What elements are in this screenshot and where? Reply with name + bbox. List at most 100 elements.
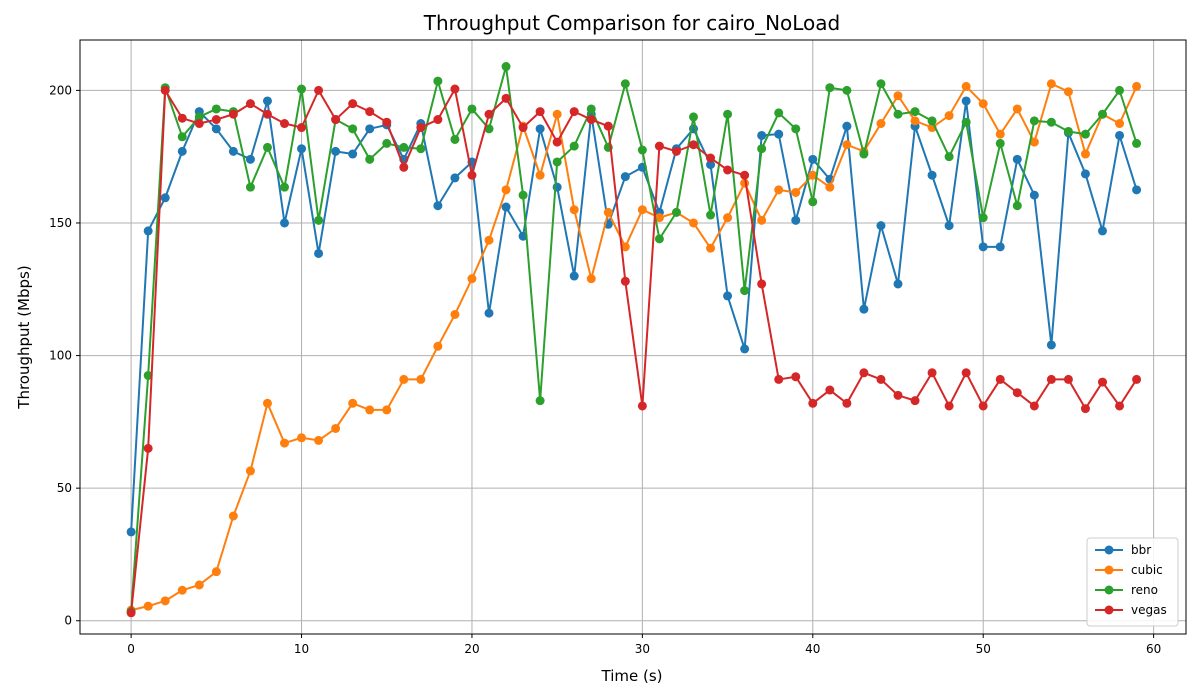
legend-item-bbr: bbr: [1095, 543, 1151, 557]
cubic-point: [910, 116, 920, 126]
cubic-point: [211, 567, 221, 577]
reno-point: [876, 79, 886, 89]
bbr-point: [961, 96, 971, 106]
series-layer: [126, 62, 1142, 618]
vegas-point: [791, 372, 801, 382]
x-tick-label: 40: [805, 642, 820, 656]
vegas-point: [961, 368, 971, 378]
legend-label: cubic: [1131, 563, 1163, 577]
bbr-point: [126, 527, 136, 537]
bbr-point: [774, 129, 784, 139]
vegas-point: [211, 115, 221, 125]
reno-point: [245, 182, 255, 192]
vegas-point: [654, 141, 664, 151]
bbr-point: [1029, 190, 1039, 200]
x-tick-label: 50: [976, 642, 991, 656]
vegas-point: [842, 398, 852, 408]
reno-point: [211, 104, 221, 114]
reno-point: [791, 124, 801, 134]
y-tick-label: 200: [49, 83, 72, 97]
reno-point: [586, 104, 596, 114]
cubic-point: [893, 91, 903, 101]
bbr-line: [130, 99, 1138, 532]
reno-point: [774, 108, 784, 118]
vegas-point: [740, 170, 750, 180]
reno-point: [893, 109, 903, 119]
x-tick-label: 30: [635, 642, 650, 656]
reno-point: [399, 142, 409, 152]
reno-point: [1098, 109, 1107, 119]
bbr-point: [859, 304, 869, 314]
bbr-point: [297, 144, 307, 154]
bbr-point: [791, 215, 801, 225]
reno-point: [978, 213, 988, 223]
vegas-point: [723, 165, 733, 175]
cubic-point: [944, 111, 954, 121]
y-tick-label: 0: [64, 614, 72, 628]
vegas-point: [228, 109, 238, 119]
cubic-point: [382, 405, 392, 415]
vegas-point: [433, 115, 443, 125]
cubic-point: [1080, 149, 1090, 159]
cubic-point: [501, 185, 511, 195]
vegas-point: [160, 85, 170, 95]
plot-area: [79, 39, 1187, 635]
cubic-point: [603, 207, 613, 217]
reno-point: [552, 157, 562, 167]
vegas-point: [910, 396, 920, 406]
cubic-point: [552, 109, 562, 119]
reno-point: [518, 190, 528, 200]
cubic-point: [1046, 79, 1056, 89]
reno-point: [1029, 116, 1039, 126]
bbr-point: [740, 344, 750, 354]
cubic-point: [723, 213, 733, 223]
cubic-point: [262, 398, 272, 408]
vegas-point: [1046, 374, 1056, 384]
bbr-point: [1012, 154, 1022, 164]
reno-point: [927, 116, 937, 126]
cubic-point: [876, 119, 886, 129]
legend: bbr cubic reno vegas: [1086, 537, 1179, 627]
x-tick-label: 0: [127, 642, 135, 656]
reno-point: [637, 145, 647, 155]
cubic-point: [1012, 104, 1022, 114]
x-tick-label: 60: [1146, 642, 1161, 656]
series-vegas: [126, 84, 1142, 618]
bbr-point: [552, 182, 562, 192]
reno-point: [1046, 117, 1056, 127]
vegas-point: [348, 99, 358, 109]
cubic-point: [399, 374, 409, 384]
reno-point: [467, 104, 477, 114]
vegas-point: [978, 401, 988, 411]
vegas-point: [297, 123, 307, 133]
reno-point: [143, 370, 153, 380]
cubic-point: [978, 99, 988, 109]
reno-point: [501, 62, 511, 72]
vegas-point: [450, 84, 460, 94]
reno-point: [450, 134, 460, 144]
bbr-point: [348, 149, 358, 159]
reno-point: [961, 117, 971, 127]
vegas-point: [586, 115, 596, 125]
bbr-point: [433, 201, 443, 211]
bbr-point: [944, 221, 954, 231]
bbr-point: [978, 242, 988, 252]
legend-swatch-marker: [1104, 545, 1114, 555]
cubic-point: [961, 81, 971, 91]
bbr-point: [535, 124, 545, 134]
x-tick-label: 10: [294, 642, 309, 656]
cubic-point: [314, 435, 324, 445]
x-axis-label: Time (s): [601, 667, 663, 685]
reno-point: [535, 396, 545, 406]
cubic-point: [160, 596, 170, 606]
reno-point: [706, 210, 716, 220]
reno-point: [1132, 138, 1142, 148]
cubic-point: [467, 274, 477, 284]
vegas-point: [382, 117, 392, 127]
cubic-point: [842, 140, 852, 150]
vegas-point: [484, 109, 494, 119]
vegas-point: [501, 93, 511, 103]
reno-point: [348, 124, 358, 134]
vegas-point: [808, 398, 818, 408]
cubic-point: [654, 213, 664, 223]
